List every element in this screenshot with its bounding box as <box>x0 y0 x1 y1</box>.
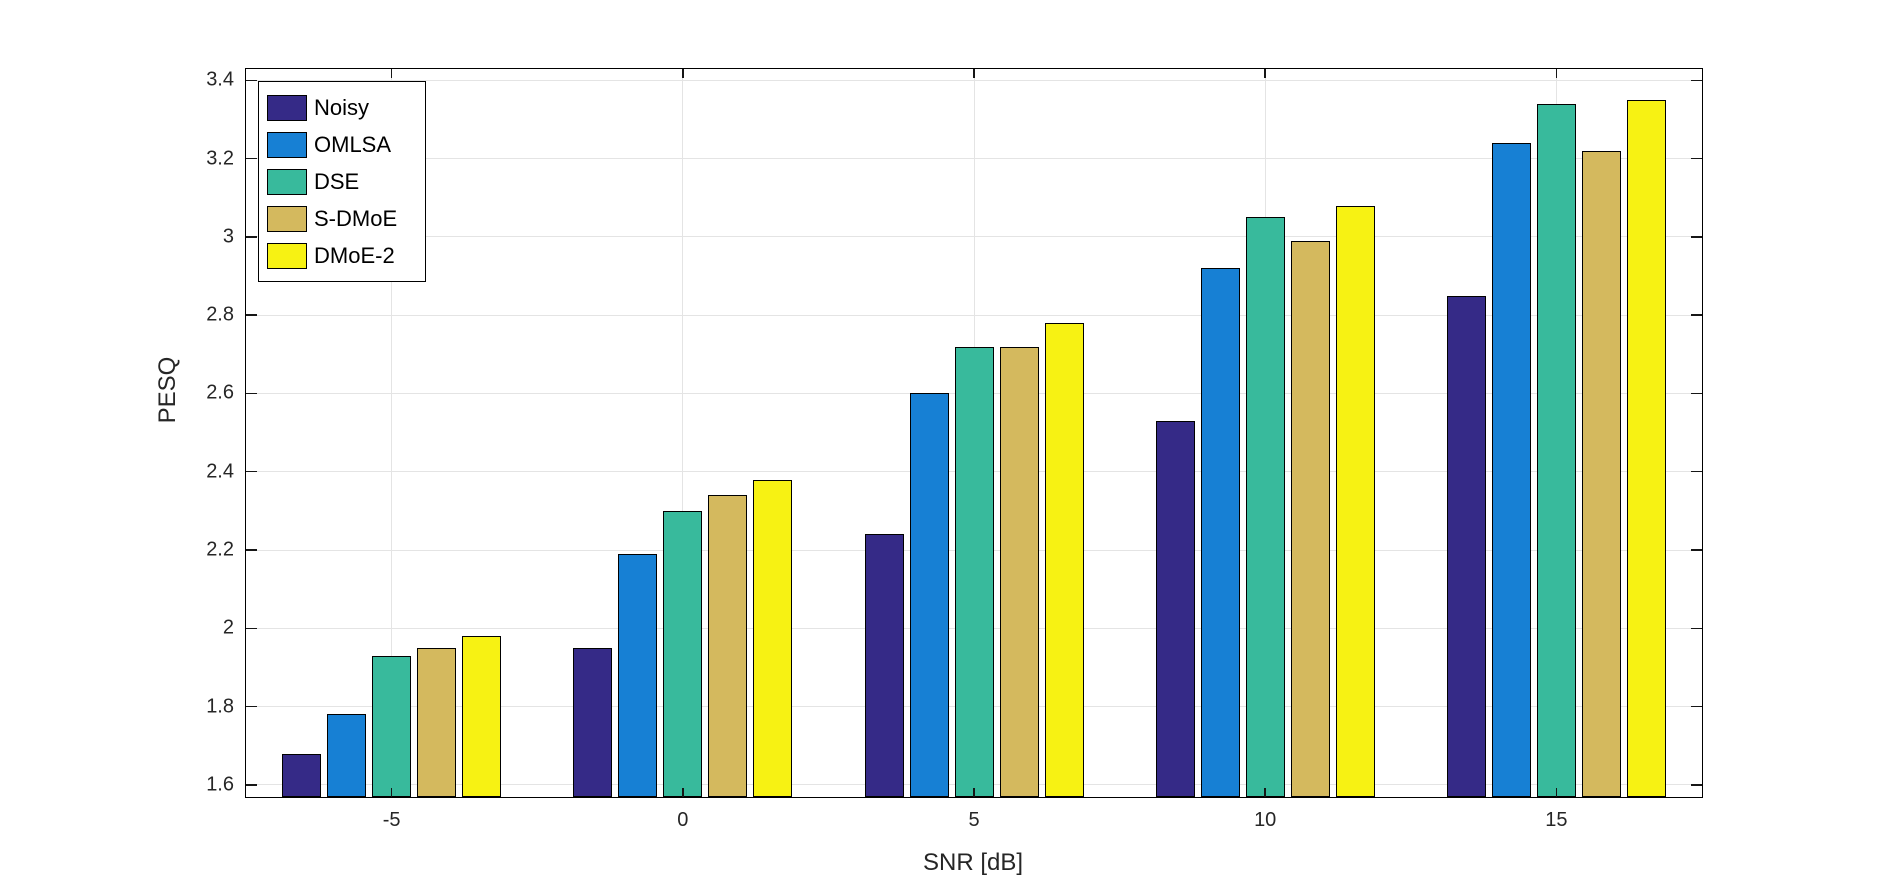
legend-label: Noisy <box>314 94 370 120</box>
bar-noisy-snr10 <box>1155 420 1195 797</box>
bar-dse-snr0 <box>663 510 703 797</box>
bar-noisy-snr0 <box>573 647 613 797</box>
y-tick-mark <box>1691 157 1702 160</box>
y-tick-mark <box>1691 79 1702 82</box>
bar-s-dmoe-snr-5 <box>417 647 457 797</box>
bar-omlsa-snr-5 <box>327 714 367 797</box>
bar-dmoe-2-snr5 <box>1044 323 1084 797</box>
y-tick-mark <box>1691 627 1702 630</box>
bar-omlsa-snr5 <box>909 393 949 797</box>
bar-omlsa-snr0 <box>618 553 658 797</box>
y-tick-mark <box>246 314 257 316</box>
bar-dse-snr15 <box>1536 103 1576 797</box>
bar-omlsa-snr10 <box>1200 268 1240 797</box>
bar-dse-snr-5 <box>372 655 412 797</box>
x-tick-mark <box>1555 788 1558 797</box>
x-axis-label: SNR [dB] <box>922 849 1024 876</box>
vertical-gridline <box>682 69 684 797</box>
legend-label: S-DMoE <box>314 205 398 231</box>
x-tick-mark <box>682 788 684 797</box>
vertical-gridline <box>391 69 393 797</box>
legend-label: DSE <box>314 168 360 194</box>
bar-noisy-snr-5 <box>282 753 322 797</box>
x-tick-label: 5 <box>968 809 980 831</box>
y-tick-label: 3.4 <box>206 68 234 91</box>
x-tick-label: 15 <box>1545 809 1568 831</box>
x-tick-mark <box>390 69 393 78</box>
x-tick-mark <box>1264 69 1266 78</box>
x-tick-label: 0 <box>677 809 689 831</box>
legend: Noisy OMLSA DSE S-DMoE DMoE-2 <box>258 81 426 282</box>
y-tick-mark <box>1691 236 1702 238</box>
bar-omlsa-snr15 <box>1491 142 1531 797</box>
plot-area: 1.6 1.8 2 2.2 2.4 2.6 2.8 3 3.2 3.4 -5 0 5 10 15 Noisy… <box>206 68 1703 831</box>
legend-entry-omlsa: OMLSA <box>267 126 411 163</box>
bar-dse-snr5 <box>954 346 994 797</box>
legend-entry-dse: DSE <box>267 163 411 200</box>
x-tick-mark <box>1555 69 1558 78</box>
legend-entry-dmoe-2: DMoE-2 <box>267 237 411 274</box>
legend-entry-s-dmoe: S-DMoE <box>267 200 411 237</box>
y-tick-mark <box>246 79 257 82</box>
legend-entry-noisy: Noisy <box>267 89 411 126</box>
y-tick-label: 2.4 <box>206 460 234 483</box>
y-tick-label: 2 <box>222 616 234 639</box>
y-tick-label: 1.6 <box>206 773 234 796</box>
x-tick-label: 10 <box>1254 809 1277 831</box>
y-axis-label: PESQ <box>154 356 181 424</box>
y-tick-mark <box>1691 470 1702 473</box>
y-tick-mark <box>246 549 257 551</box>
y-tick-mark <box>1691 705 1702 708</box>
legend-swatch-icon <box>267 168 307 195</box>
y-tick-mark <box>246 784 257 786</box>
y-tick-mark <box>1691 784 1702 786</box>
bar-dmoe-2-snr10 <box>1335 205 1375 797</box>
legend-label: OMLSA <box>314 131 392 157</box>
y-tick-label: 2.2 <box>206 538 234 561</box>
y-tick-label: 2.6 <box>206 381 234 404</box>
y-tick-mark <box>1691 392 1702 395</box>
y-tick-mark <box>1691 314 1702 316</box>
bar-noisy-snr15 <box>1446 295 1486 797</box>
y-tick-mark <box>246 236 257 238</box>
y-tick-label: 2.8 <box>206 303 234 326</box>
bar-s-dmoe-snr10 <box>1290 240 1330 797</box>
y-tick-mark <box>246 627 257 630</box>
y-tick-mark <box>1691 549 1702 551</box>
x-tick-mark <box>973 788 975 797</box>
bar-noisy-snr5 <box>864 534 904 797</box>
x-tick-mark <box>1264 788 1266 797</box>
y-tick-mark <box>246 470 257 473</box>
x-tick-label: -5 <box>382 809 401 831</box>
y-tick-label: 1.8 <box>206 695 234 718</box>
bar-dmoe-2-snr-5 <box>462 636 502 797</box>
legend-swatch-icon <box>267 94 307 121</box>
legend-label: DMoE-2 <box>314 242 395 268</box>
y-tick-label: 3 <box>222 225 234 248</box>
bar-s-dmoe-snr0 <box>708 495 748 797</box>
y-tick-mark <box>246 157 257 160</box>
y-tick-label: 3.2 <box>206 147 234 170</box>
legend-swatch-icon <box>267 131 307 158</box>
bar-s-dmoe-snr15 <box>1581 150 1621 797</box>
x-tick-mark <box>682 69 684 78</box>
y-tick-mark <box>246 705 257 708</box>
x-tick-mark <box>973 69 975 78</box>
bar-s-dmoe-snr5 <box>999 346 1039 797</box>
bar-dmoe-2-snr15 <box>1626 99 1666 797</box>
legend-swatch-icon <box>267 205 307 232</box>
bar-dmoe-2-snr0 <box>753 479 793 797</box>
legend-swatch-icon <box>267 242 307 269</box>
bar-dse-snr10 <box>1245 217 1285 797</box>
x-tick-mark <box>390 788 393 797</box>
y-tick-mark <box>246 392 257 395</box>
